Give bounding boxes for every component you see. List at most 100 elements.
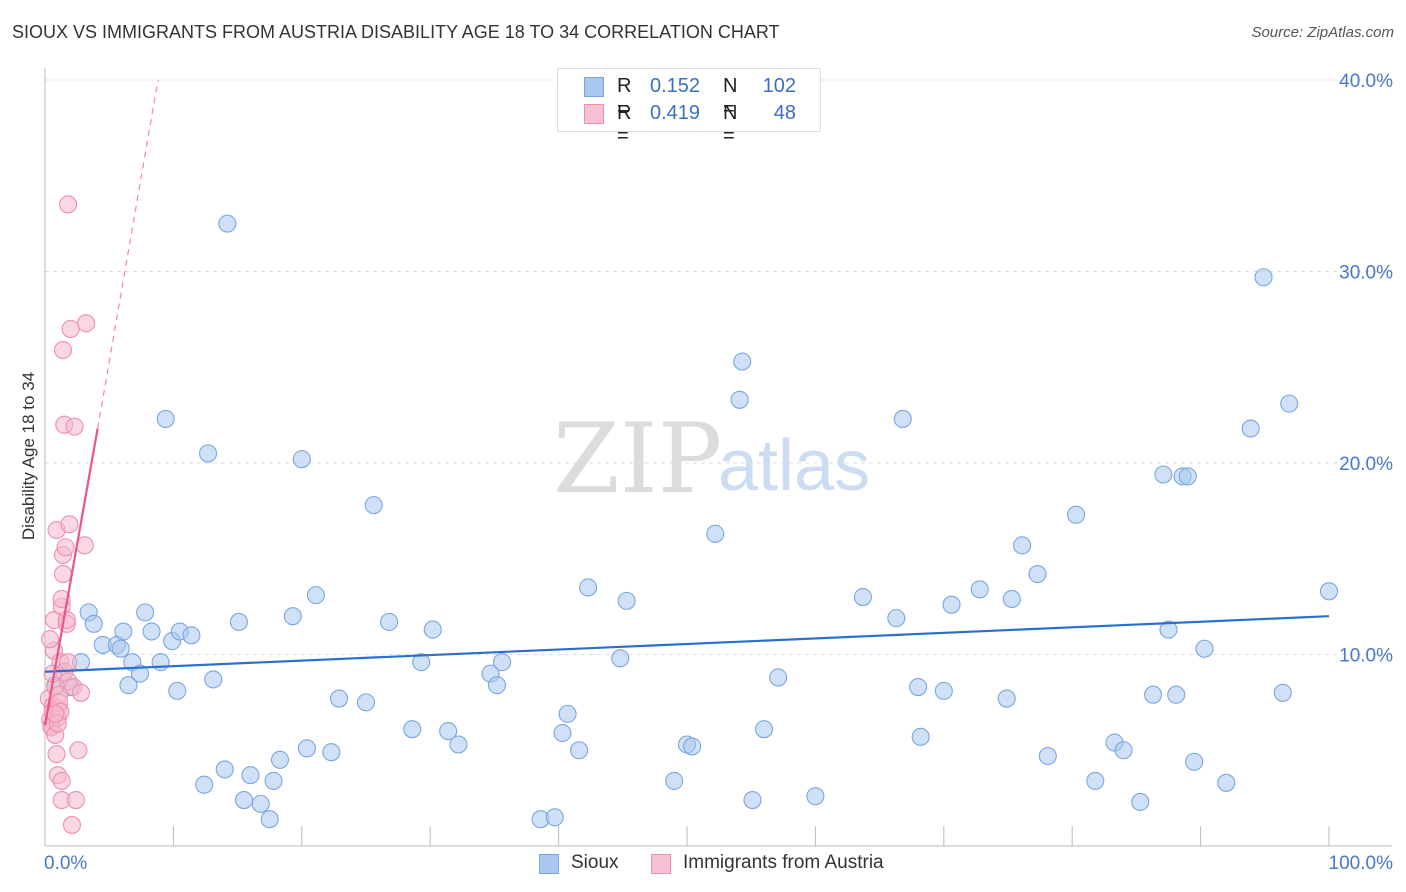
trend-lines	[43, 79, 1330, 726]
point-sioux	[997, 689, 1016, 708]
point-sioux	[119, 676, 138, 695]
point-sioux	[769, 668, 788, 687]
correlation-legend: R = 0.152 N = 102 R = 0.419 N = 48	[557, 68, 821, 147]
point-austria	[56, 538, 75, 557]
legend-n-value: 102	[762, 75, 796, 97]
x-tick-label: 100.0%	[1329, 853, 1394, 874]
point-sioux	[911, 727, 930, 746]
point-sioux	[1167, 685, 1186, 704]
point-sioux	[754, 720, 774, 739]
point-sioux	[322, 743, 341, 762]
point-sioux	[806, 787, 825, 806]
point-sioux	[156, 409, 175, 429]
point-sioux	[241, 766, 260, 785]
y-axis-label: Disability Age 18 to 34	[19, 372, 38, 540]
point-sioux	[204, 670, 223, 689]
series-austria-points	[39, 195, 96, 834]
point-sioux	[111, 639, 130, 658]
gridlines	[45, 79, 1392, 655]
point-sioux	[743, 790, 762, 810]
point-sioux	[151, 653, 170, 672]
point-austria	[59, 653, 78, 672]
trend-line-austria	[43, 428, 99, 726]
point-austria	[41, 630, 60, 649]
point-austria	[60, 515, 79, 534]
point-austria	[65, 417, 84, 436]
point-sioux	[218, 214, 237, 233]
point-sioux	[306, 586, 325, 605]
legend-n-label: N =	[723, 102, 738, 147]
axes	[44, 68, 1392, 847]
point-sioux	[260, 810, 279, 829]
point-sioux	[199, 444, 218, 463]
point-sioux	[1131, 792, 1150, 812]
point-sioux	[439, 722, 458, 741]
point-austria	[77, 314, 96, 333]
point-austria	[53, 340, 73, 360]
chart-title: SIOUX VS IMMIGRANTS FROM AUSTRIA DISABIL…	[12, 22, 780, 42]
point-sioux	[1028, 565, 1047, 584]
point-sioux	[1144, 685, 1163, 704]
point-sioux	[942, 595, 961, 614]
legend-r-value: 0.152	[650, 75, 701, 97]
point-austria	[66, 790, 85, 810]
point-sioux	[449, 735, 468, 754]
point-sioux	[1319, 582, 1339, 601]
point-sioux	[1114, 741, 1133, 760]
point-sioux	[168, 681, 187, 700]
point-sioux	[487, 676, 507, 695]
legend-n-value: 48	[773, 102, 796, 124]
point-sioux	[283, 607, 302, 626]
point-sioux	[1280, 394, 1299, 413]
point-sioux	[493, 653, 512, 672]
point-austria	[46, 704, 65, 723]
point-sioux	[329, 689, 349, 708]
point-sioux	[909, 678, 928, 697]
point-austria	[71, 683, 91, 702]
point-sioux	[617, 591, 636, 610]
point-sioux	[683, 737, 702, 756]
point-sioux	[1086, 771, 1105, 790]
point-sioux	[970, 580, 989, 599]
point-austria	[52, 771, 71, 790]
point-sioux	[1185, 752, 1204, 771]
bottom-legend-label-austria: Immigrants from Austria	[683, 852, 884, 873]
tick-labels: 10.0% 20.0% 30.0% 40.0% 0.0% 100.0%	[44, 71, 1393, 874]
point-austria	[59, 195, 78, 214]
point-sioux	[380, 612, 399, 631]
bottom-legend-swatch-sioux	[539, 854, 559, 874]
point-sioux	[893, 409, 912, 429]
point-sioux	[356, 693, 376, 712]
legend-r-value: 0.419	[650, 102, 701, 124]
legend-r-label: R =	[617, 75, 632, 120]
point-sioux	[1254, 268, 1273, 287]
point-sioux	[553, 723, 572, 743]
y-tick-label: 20.0%	[1339, 454, 1393, 475]
point-sioux	[423, 620, 442, 639]
point-sioux	[853, 587, 872, 607]
point-sioux	[264, 771, 283, 790]
legend-r-label: R =	[617, 102, 632, 147]
point-sioux	[1195, 639, 1214, 658]
point-sioux	[706, 524, 725, 543]
series-sioux-points	[46, 214, 1339, 829]
point-sioux	[136, 603, 155, 622]
point-sioux	[1241, 419, 1260, 438]
point-sioux	[733, 352, 752, 371]
point-sioux	[579, 578, 598, 597]
point-sioux	[1013, 536, 1032, 555]
point-austria	[47, 745, 66, 764]
point-sioux	[1154, 465, 1173, 484]
point-sioux	[114, 622, 133, 641]
point-sioux	[545, 808, 564, 827]
point-sioux	[1217, 773, 1236, 792]
legend-swatch-sioux	[584, 77, 604, 97]
point-sioux	[558, 704, 577, 723]
point-sioux	[215, 760, 234, 779]
y-tick-label: 40.0%	[1339, 71, 1393, 92]
point-sioux	[142, 622, 161, 641]
point-sioux	[270, 750, 290, 769]
point-sioux	[229, 612, 248, 631]
y-tick-label: 30.0%	[1339, 263, 1393, 284]
